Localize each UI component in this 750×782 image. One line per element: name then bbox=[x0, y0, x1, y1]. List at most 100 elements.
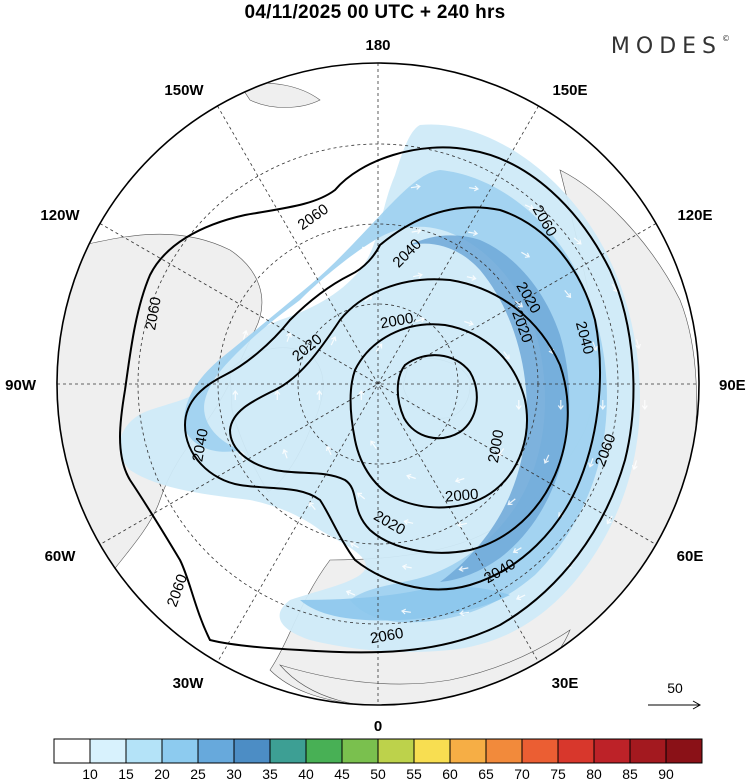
colorbar-tick-label: 55 bbox=[406, 766, 422, 782]
graticule bbox=[57, 63, 699, 705]
lon-label-30w: 30W bbox=[173, 675, 205, 692]
lon-label-60e: 60E bbox=[677, 548, 704, 565]
wind-arrow-icon bbox=[503, 351, 510, 360]
map-title: 04/11/2025 00 UTC + 240 hrs bbox=[244, 2, 506, 23]
colorbar-tick-label: 15 bbox=[118, 766, 134, 782]
colorbar-tick-label: 10 bbox=[82, 766, 98, 782]
colorbar-swatch bbox=[125, 738, 163, 764]
wind-arrow-icon bbox=[358, 389, 365, 400]
modes-logo: MODES© bbox=[611, 34, 730, 59]
colorbar-swatch bbox=[233, 738, 271, 764]
wind-arrow-icon bbox=[262, 507, 269, 517]
wind-arrow-icon bbox=[573, 237, 582, 245]
longitude-labels: 180 0 90W 90E 150W 150E 120W 120E 60W 60… bbox=[5, 37, 746, 735]
wind-arrow-icon bbox=[267, 275, 274, 285]
wind-arrow-icon bbox=[370, 440, 377, 449]
colorbar-swatch bbox=[593, 738, 631, 764]
wind-arrow-icon bbox=[588, 458, 594, 468]
wind-arrow-icon bbox=[457, 521, 468, 528]
wind-arrow-icon bbox=[515, 400, 522, 411]
wind-arrow-icon bbox=[641, 400, 648, 411]
wind-arrow-icon bbox=[242, 329, 249, 340]
colorbar-tick-label: 35 bbox=[262, 766, 278, 782]
wind-arrow-icon bbox=[543, 454, 550, 464]
colorbar-swatch bbox=[341, 738, 379, 764]
colorbar-swatch bbox=[161, 738, 199, 764]
contour-label: 2000 bbox=[485, 428, 508, 464]
wind-arrow-icon bbox=[497, 448, 505, 457]
lon-label-90w: 90W bbox=[5, 377, 37, 394]
wind-vectors bbox=[232, 183, 648, 617]
colorbar-swatch bbox=[269, 738, 307, 764]
wind-arrow-icon bbox=[305, 231, 314, 239]
wind-arrow-icon bbox=[507, 498, 516, 506]
lon-label-30e: 30E bbox=[552, 675, 579, 692]
lon-label-0: 0 bbox=[374, 718, 382, 735]
wind-arrow-icon bbox=[232, 389, 239, 400]
wind-speed-shading bbox=[119, 124, 640, 652]
colorbar-swatch bbox=[629, 738, 667, 764]
lon-label-120w: 120W bbox=[40, 207, 80, 224]
wind-arrow-icon bbox=[514, 300, 524, 308]
wind-arrow-icon bbox=[512, 547, 522, 554]
contour-label: 2060 bbox=[142, 296, 165, 332]
colorbar-swatch bbox=[521, 738, 559, 764]
colorbar-tick-label: 40 bbox=[298, 766, 314, 782]
colorbar-swatch bbox=[197, 738, 235, 764]
wind-arrow-icon bbox=[592, 341, 598, 352]
wind-arrow-icon bbox=[557, 400, 564, 411]
contour-label: 2000 bbox=[379, 310, 415, 333]
wind-arrow-icon bbox=[631, 460, 638, 471]
reference-arrowhead-icon bbox=[692, 700, 702, 710]
lon-label-120e: 120E bbox=[677, 207, 712, 224]
wind-arrow-icon bbox=[606, 515, 613, 525]
reference-vector: 50 bbox=[648, 680, 702, 710]
wind-arrow-icon bbox=[274, 389, 281, 400]
colorbar-swatch bbox=[377, 738, 415, 764]
wind-arrow-icon bbox=[468, 230, 479, 237]
colorbar-tick-label: 80 bbox=[586, 766, 602, 782]
colorbar: 10 15 20 25 30 35 40 45 50 55 60 65 70 75 80 85 90 bbox=[53, 738, 703, 782]
wind-arrow-icon bbox=[286, 332, 292, 342]
wind-arrow-icon bbox=[459, 610, 470, 617]
map-disk bbox=[57, 63, 699, 705]
colorbar-tick-label: 90 bbox=[658, 766, 674, 782]
colorbar-swatch bbox=[557, 738, 595, 764]
wind-arrow-icon bbox=[354, 199, 365, 206]
colorbar-swatch bbox=[413, 738, 451, 764]
wind-arrow-icon bbox=[375, 343, 383, 352]
reference-vector-label: 50 bbox=[667, 680, 683, 696]
wind-arrow-icon bbox=[412, 272, 423, 279]
contour-label: 2060 bbox=[369, 625, 405, 648]
wind-arrow-icon bbox=[469, 185, 480, 192]
colorbar-tick-label: 75 bbox=[550, 766, 566, 782]
wind-arrow-icon bbox=[345, 590, 356, 596]
wind-arrow-icon bbox=[464, 320, 474, 327]
wind-arrow-icon bbox=[358, 246, 368, 253]
colorbar-swatch bbox=[449, 738, 487, 764]
wind-arrow-icon bbox=[298, 555, 307, 563]
wind-arrow-icon bbox=[349, 542, 359, 549]
contour-label: 2000 bbox=[444, 486, 479, 506]
wind-arrow-icon bbox=[415, 316, 426, 323]
wind-arrow-icon bbox=[524, 204, 535, 210]
wind-arrow-icon bbox=[521, 251, 531, 258]
wind-arrow-icon bbox=[308, 501, 316, 510]
wind-arrow-icon bbox=[401, 563, 412, 570]
wind-arrow-icon bbox=[411, 228, 422, 235]
wind-arrow-icon bbox=[454, 477, 465, 484]
colorbar-tick-label: 20 bbox=[154, 766, 170, 782]
contour-2060 bbox=[119, 146, 635, 654]
brand-text: MODES bbox=[610, 34, 722, 59]
brand-mark: © bbox=[722, 34, 730, 43]
wind-arrow-icon bbox=[406, 473, 416, 480]
wind-arrow-icon bbox=[410, 183, 421, 190]
jet-streak-atlantic bbox=[300, 586, 510, 621]
colorbar-tick-label: 45 bbox=[334, 766, 350, 782]
wind-arrow-icon bbox=[599, 400, 606, 411]
colorbar-swatch bbox=[485, 738, 523, 764]
wind-arrow-icon bbox=[515, 594, 526, 601]
colorbar-swatch bbox=[665, 738, 703, 764]
colorbar-swatch bbox=[305, 738, 343, 764]
